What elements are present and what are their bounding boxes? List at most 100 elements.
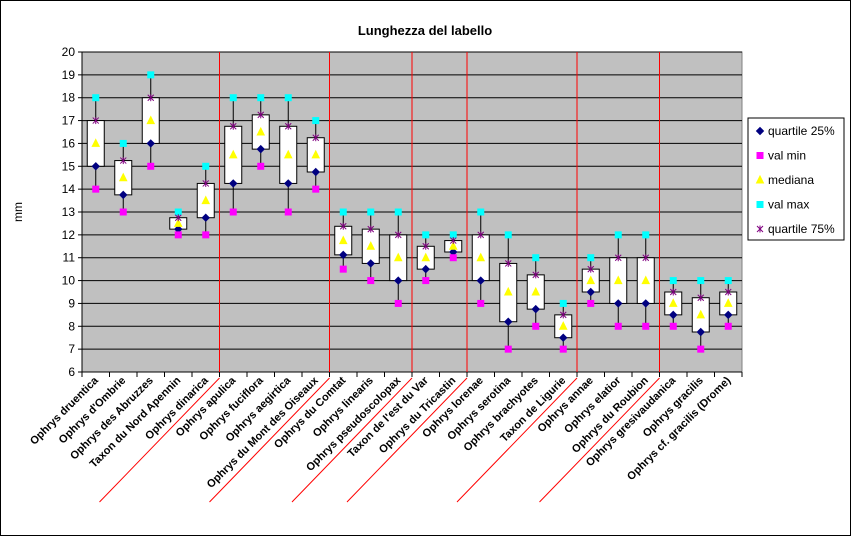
y-tick-label: 18 — [62, 91, 76, 105]
point-triangle — [696, 309, 706, 319]
point-star — [174, 214, 182, 222]
markers — [91, 71, 733, 353]
point-star — [202, 179, 210, 187]
y-tick-label: 7 — [68, 342, 75, 356]
point-star — [532, 271, 540, 279]
point-square — [504, 231, 512, 239]
point-star — [339, 222, 347, 230]
legend-label: mediana — [768, 173, 814, 187]
point-triangle — [421, 252, 431, 262]
point-triangle — [723, 298, 733, 307]
point-triangle — [201, 195, 211, 205]
point-square — [614, 322, 622, 330]
point-square — [587, 254, 595, 262]
point-diamond — [476, 276, 485, 285]
point-square — [477, 299, 485, 307]
point-triangle — [338, 235, 348, 245]
point-triangle — [558, 321, 568, 330]
point-square — [724, 277, 732, 285]
point-diamond — [119, 190, 128, 200]
y-tick-label: 17 — [62, 114, 76, 128]
point-diamond — [339, 250, 348, 260]
point-triangle — [641, 275, 651, 285]
separator-line — [456, 377, 578, 503]
chart-title: Lunghezza del labello — [358, 23, 492, 38]
point-diamond — [504, 317, 513, 326]
point-square — [394, 299, 402, 307]
point-square — [257, 162, 265, 170]
y-tick-label: 14 — [62, 182, 76, 196]
point-triangle — [228, 149, 238, 159]
y-tick-labels: 6 7 8 9 10 11 12 13 14 15 16 17 18 19 20 — [62, 45, 76, 379]
point-diamond — [614, 299, 623, 308]
point-square — [642, 322, 650, 330]
point-square — [449, 254, 457, 262]
point-square — [202, 162, 210, 170]
point-star — [92, 117, 100, 125]
point-diamond — [366, 259, 375, 268]
group-separators — [99, 52, 660, 503]
legend-marker — [756, 152, 764, 159]
y-axis-label: mm — [11, 202, 25, 222]
legend-label: val max — [768, 198, 809, 212]
point-star — [697, 294, 705, 302]
point-triangle — [668, 298, 678, 307]
point-square — [339, 265, 347, 273]
separator-line — [539, 377, 660, 503]
point-square — [229, 94, 237, 102]
point-star — [587, 265, 595, 273]
point-square — [119, 139, 127, 147]
point-diamond — [641, 299, 650, 308]
point-star — [147, 94, 155, 102]
point-square — [697, 345, 705, 353]
point-star — [642, 254, 650, 262]
point-diamond — [91, 162, 100, 171]
y-tick-label: 12 — [62, 228, 76, 242]
point-square — [477, 208, 485, 216]
point-star — [229, 122, 237, 130]
separator-line — [209, 377, 330, 503]
point-diamond — [696, 327, 705, 337]
point-diamond — [394, 276, 403, 285]
point-triangle — [173, 218, 183, 227]
point-star — [477, 231, 485, 239]
point-square — [697, 277, 705, 285]
point-triangle — [91, 138, 101, 147]
point-square — [669, 277, 677, 285]
point-square — [202, 231, 210, 239]
point-diamond — [284, 179, 293, 188]
point-diamond — [559, 333, 568, 342]
point-star — [504, 259, 512, 267]
point-diamond — [201, 213, 210, 222]
point-square — [147, 162, 155, 170]
y-tick-label: 6 — [68, 365, 75, 379]
point-star — [284, 122, 292, 130]
y-tick-label: 11 — [63, 251, 76, 265]
point-triangle — [531, 286, 541, 296]
point-triangle — [503, 286, 513, 296]
separator-line — [346, 377, 468, 503]
point-diamond — [311, 167, 320, 177]
legend-box — [747, 117, 845, 241]
legend-marker — [756, 225, 764, 233]
point-square — [284, 94, 292, 102]
point-square — [174, 231, 182, 239]
point-square — [339, 208, 347, 216]
point-star — [449, 237, 457, 245]
point-triangle — [476, 252, 486, 262]
point-square — [532, 254, 540, 262]
point-square — [284, 208, 292, 216]
point-square — [504, 345, 512, 353]
point-square — [312, 185, 320, 193]
point-star — [422, 242, 430, 250]
y-tick-label: 19 — [62, 68, 76, 82]
point-square — [257, 94, 265, 102]
point-square — [92, 185, 100, 193]
point-diamond — [146, 139, 155, 148]
legend-marker — [756, 201, 764, 208]
y-tick-label: 13 — [62, 205, 76, 219]
y-tick-label: 9 — [68, 296, 75, 310]
point-triangle — [613, 275, 623, 285]
